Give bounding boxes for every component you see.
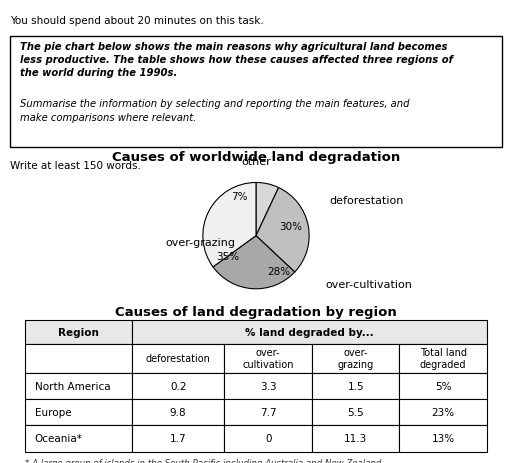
Text: Region: Region xyxy=(58,327,99,337)
Bar xyxy=(224,373,312,399)
Text: Summarise the information by selecting and reporting the main features, and
make: Summarise the information by selecting a… xyxy=(20,99,410,122)
Text: Oceania*: Oceania* xyxy=(35,433,83,444)
Text: over-
cultivation: over- cultivation xyxy=(242,348,294,369)
Text: You should spend about 20 minutes on this task.: You should spend about 20 minutes on thi… xyxy=(10,16,264,26)
Text: over-grazing: over-grazing xyxy=(165,238,235,247)
Text: 30%: 30% xyxy=(279,221,302,231)
Text: 23%: 23% xyxy=(432,407,455,417)
Bar xyxy=(312,344,399,373)
Text: 0.2: 0.2 xyxy=(170,381,186,391)
Title: Causes of worldwide land degradation: Causes of worldwide land degradation xyxy=(112,151,400,164)
Text: 9.8: 9.8 xyxy=(170,407,186,417)
FancyBboxPatch shape xyxy=(10,37,502,148)
Text: other: other xyxy=(241,156,271,167)
Bar xyxy=(399,344,487,373)
Bar xyxy=(312,425,399,452)
Bar xyxy=(25,399,132,425)
Bar xyxy=(25,373,132,399)
Text: Causes of land degradation by region: Causes of land degradation by region xyxy=(115,306,397,319)
Text: 11.3: 11.3 xyxy=(344,433,367,444)
Bar xyxy=(224,399,312,425)
Text: Write at least 150 words.: Write at least 150 words. xyxy=(10,161,141,171)
Text: Total land
degraded: Total land degraded xyxy=(420,348,467,369)
Bar xyxy=(25,425,132,452)
Text: 1.7: 1.7 xyxy=(170,433,186,444)
Bar xyxy=(399,373,487,399)
Text: 35%: 35% xyxy=(217,251,240,261)
Text: % land degraded by...: % land degraded by... xyxy=(245,327,374,337)
Text: 5%: 5% xyxy=(435,381,452,391)
Bar xyxy=(312,399,399,425)
Bar xyxy=(224,425,312,452)
Bar xyxy=(132,320,487,344)
Wedge shape xyxy=(213,236,295,289)
Bar xyxy=(224,344,312,373)
Wedge shape xyxy=(256,183,279,236)
Text: * A large group of islands in the South Pacific including Australia and New Zeal: * A large group of islands in the South … xyxy=(25,458,381,463)
Wedge shape xyxy=(256,188,309,272)
Text: The pie chart below shows the main reasons why agricultural land becomes
less pr: The pie chart below shows the main reaso… xyxy=(20,42,453,78)
Bar xyxy=(25,344,132,373)
Text: 0: 0 xyxy=(265,433,271,444)
Bar xyxy=(25,320,132,344)
Bar xyxy=(132,344,224,373)
Wedge shape xyxy=(203,183,256,267)
Bar xyxy=(399,399,487,425)
Bar xyxy=(399,425,487,452)
Text: 3.3: 3.3 xyxy=(260,381,276,391)
Text: 13%: 13% xyxy=(432,433,455,444)
Text: over-
grazing: over- grazing xyxy=(337,348,374,369)
Bar xyxy=(132,425,224,452)
Text: North America: North America xyxy=(35,381,111,391)
Text: deforestation: deforestation xyxy=(146,353,210,363)
Text: over-cultivation: over-cultivation xyxy=(326,279,413,289)
Text: 28%: 28% xyxy=(267,267,290,276)
Text: Europe: Europe xyxy=(35,407,72,417)
Bar xyxy=(132,399,224,425)
Text: 7.7: 7.7 xyxy=(260,407,276,417)
Bar xyxy=(132,373,224,399)
Text: deforestation: deforestation xyxy=(329,196,404,206)
Text: 1.5: 1.5 xyxy=(347,381,364,391)
Text: 5.5: 5.5 xyxy=(347,407,364,417)
Bar xyxy=(312,373,399,399)
Text: 7%: 7% xyxy=(231,192,248,202)
